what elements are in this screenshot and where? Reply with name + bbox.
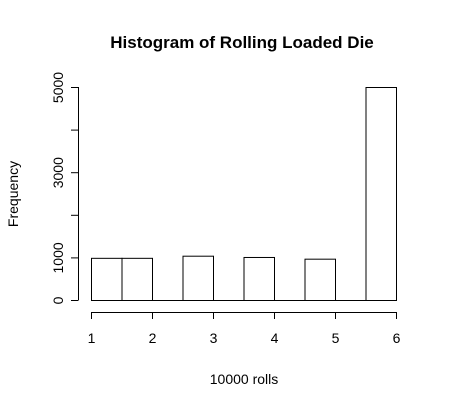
x-tick-label-2: 2	[149, 330, 157, 346]
histogram-bar-4	[182, 255, 214, 302]
x-tick-label-1: 1	[88, 330, 96, 346]
x-tick-label-5: 5	[332, 330, 340, 346]
x-axis: 1 2 3 4 5 6	[88, 312, 401, 346]
bars-group	[91, 87, 397, 302]
chart-title: Histogram of Rolling Loaded Die	[110, 33, 374, 52]
y-tick-label-0: 0	[50, 296, 66, 304]
histogram-bar-8	[304, 258, 336, 302]
y-tick-label-3000: 3000	[50, 157, 66, 188]
histogram-bar-1	[91, 257, 123, 301]
y-axis: 0 1000 3000 5000	[50, 72, 79, 304]
histogram-bar-6	[243, 256, 275, 301]
x-tick-label-4: 4	[271, 330, 279, 346]
x-tick-label-3: 3	[210, 330, 218, 346]
histogram-bar-10	[365, 87, 397, 301]
y-tick-label-1000: 1000	[50, 242, 66, 273]
y-axis-label: Frequency	[5, 161, 21, 227]
histogram-bar-2	[121, 257, 153, 301]
x-tick-label-6: 6	[393, 330, 401, 346]
x-axis-label: 10000 rolls	[210, 371, 279, 387]
y-tick-label-5000: 5000	[50, 72, 66, 103]
